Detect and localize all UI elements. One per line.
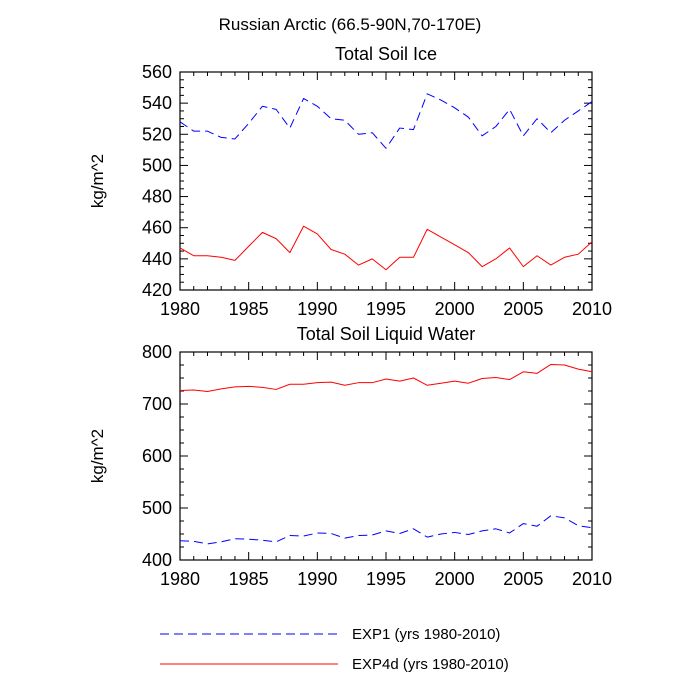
x-tick-label: 2010 [572,299,612,319]
x-tick-label: 1990 [297,299,337,319]
y-tick-label: 600 [142,446,172,466]
y-tick-label: 700 [142,394,172,414]
series-line-exp1 [179,93,593,149]
y-tick-label: 500 [142,155,172,175]
y-tick-label: 800 [142,342,172,362]
legend: EXP1 (yrs 1980-2010) EXP4d (yrs 1980-2010… [160,626,509,673]
x-tick-label: 1985 [229,299,269,319]
x-tick-label: 1995 [366,299,406,319]
x-tick-label: 2000 [435,299,475,319]
figure-suptitle: Russian Arctic (66.5-90N,70-170E) [219,15,482,34]
x-tick-label: 1995 [366,569,406,589]
plot-frame [179,71,593,291]
panel-1: Total Soil Ice 1980 1985 1990 1995 2000 2005 20… [88,44,612,319]
series-line-exp1 [179,515,593,545]
y-axis-label: kg/m^2 [88,429,107,483]
x-tick-label: 1980 [160,569,200,589]
y-tick-label: 460 [142,218,172,238]
y-axis-label: kg/m^2 [88,154,107,208]
panel-2: Total Soil Liquid Water 1980 1985 1990 1995 2… [88,324,612,589]
y-tick-label: 400 [142,550,172,570]
y-tick-label: 520 [142,124,172,144]
plot-frame [179,351,593,561]
x-tick-label: 2010 [572,569,612,589]
y-tick-label: 540 [142,93,172,113]
x-tick-label: 2005 [503,569,543,589]
chart-panels: Total Soil Ice 1980 1985 1990 1995 2000 2005 20… [88,44,612,589]
y-tick-label: 500 [142,498,172,518]
x-tick-label: 2000 [435,569,475,589]
y-tick-label: 560 [142,62,172,82]
y-tick-label: 440 [142,249,172,269]
x-tick-label: 1985 [229,569,269,589]
panel-title: Total Soil Liquid Water [297,324,475,344]
y-tick-label: 420 [142,280,172,300]
panel-title: Total Soil Ice [335,44,437,64]
x-tick-label: 2005 [503,299,543,319]
x-tick-label: 1980 [160,299,200,319]
series-line-exp4d [179,363,593,393]
series-line-exp4d [179,225,593,271]
legend-label-exp4d: EXP4d (yrs 1980-2010) [352,656,509,673]
y-tick-label: 480 [142,187,172,207]
legend-label-exp1: EXP1 (yrs 1980-2010) [352,626,500,643]
x-tick-label: 1990 [297,569,337,589]
